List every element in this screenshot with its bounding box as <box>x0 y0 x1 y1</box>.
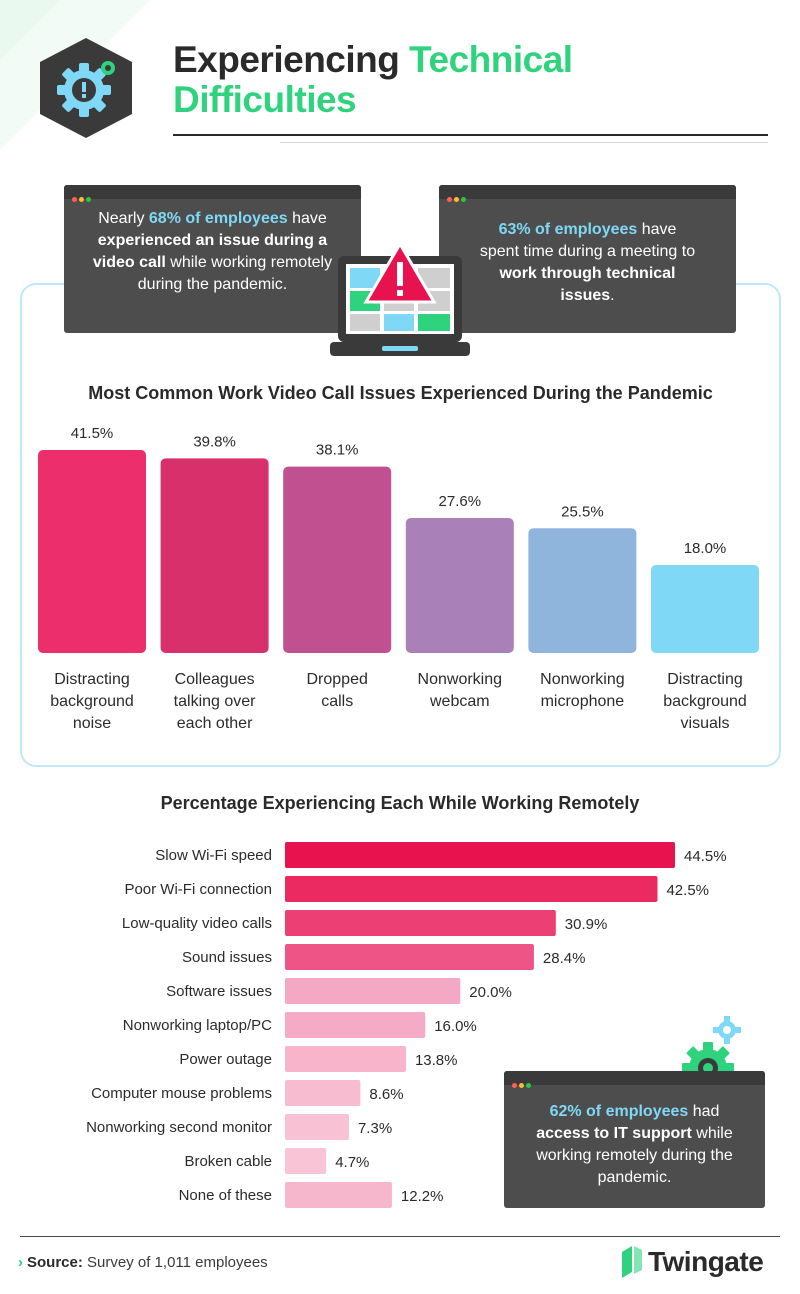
source-label: Source: <box>27 1254 83 1271</box>
chart-panel <box>20 283 781 767</box>
category-label: Nonworking webcam <box>418 671 502 710</box>
window-titlebar <box>439 185 736 202</box>
category-label: Distracting background noise <box>50 671 134 732</box>
footer-divider <box>20 1236 780 1237</box>
bar-value-label: 38.1% <box>316 442 359 459</box>
hbar-3 <box>285 944 534 970</box>
callout-text: 62% of employees had access to IT suppor… <box>536 1103 733 1186</box>
hbar-category-label: Slow Wi-Fi speed <box>155 847 272 864</box>
category-label-line: Distracting <box>667 671 743 688</box>
hbar-9 <box>285 1148 327 1174</box>
chart1-title: Most Common Work Video Call Issues Exper… <box>88 383 713 403</box>
callout-technical-issues: 63% of employees have spent time during … <box>439 185 736 333</box>
bar-value-label: 41.5% <box>71 425 114 442</box>
bar-0 <box>38 450 146 653</box>
hbar-value-label: 12.2% <box>401 1188 444 1205</box>
hbar-category-label: Poor Wi-Fi connection <box>124 881 272 898</box>
hbar-value-label: 4.7% <box>335 1154 369 1171</box>
hbar-category-label: Sound issues <box>182 949 272 966</box>
category-label-line: Nonworking <box>418 671 502 688</box>
source-text: Survey of 1,011 employees <box>82 1254 268 1271</box>
hbar-2 <box>285 910 556 936</box>
category-label-line: Distracting <box>54 671 130 688</box>
hbar-category-label: Low-quality video calls <box>122 915 272 932</box>
hbar-category-label: Computer mouse problems <box>91 1085 272 1102</box>
bar-value-label: 25.5% <box>561 503 604 520</box>
window-titlebar <box>64 185 361 202</box>
hbar-5 <box>285 1012 426 1038</box>
hbar-8 <box>285 1114 349 1140</box>
hbar-4 <box>285 978 461 1004</box>
hbar-category-label: Power outage <box>179 1051 272 1068</box>
category-label-line: calls <box>321 693 353 710</box>
bar-4 <box>528 528 637 653</box>
chevron-right-icon: › <box>18 1254 23 1271</box>
category-label-line: Dropped <box>307 671 368 688</box>
hbar-value-label: 13.8% <box>415 1052 458 1069</box>
category-label-line: microphone <box>541 693 625 710</box>
bar-5 <box>651 564 759 653</box>
page-title: Experiencing Technical Difficulties <box>173 40 773 120</box>
hbar-category-label: Nonworking laptop/PC <box>123 1017 272 1034</box>
category-label-line: Nonworking <box>540 671 624 688</box>
title-part-1: Experiencing <box>173 39 400 80</box>
callout-video-call-issue: Nearly 68% of employees have experienced… <box>64 185 361 333</box>
category-label-line: noise <box>73 715 111 732</box>
hbar-value-label: 28.4% <box>543 950 586 967</box>
bar-value-label: 39.8% <box>193 433 236 450</box>
bar-1 <box>160 458 269 653</box>
category-label: Nonworking microphone <box>540 671 624 710</box>
title-divider-light <box>280 142 768 143</box>
hbar-category-label: Software issues <box>166 983 272 1000</box>
source-note: › Source: Survey of 1,011 employees <box>18 1254 268 1271</box>
category-label-line: background <box>663 693 747 710</box>
hbar-value-label: 42.5% <box>666 882 709 899</box>
title-part-3: Difficulties <box>173 79 357 120</box>
twingate-logo-icon <box>622 1246 642 1278</box>
hbar-category-label: None of these <box>179 1187 272 1204</box>
hbar-10 <box>285 1182 392 1208</box>
bar-value-label: 18.0% <box>684 540 727 557</box>
bar-value-label: 27.6% <box>439 493 482 510</box>
category-label: Distracting background visuals <box>663 671 747 732</box>
hbar-category-label: Nonworking second monitor <box>86 1119 272 1136</box>
category-label-line: visuals <box>681 715 730 732</box>
hbar-6 <box>285 1046 406 1072</box>
hbar-1 <box>285 876 658 902</box>
category-label-line: Colleagues <box>175 671 255 688</box>
title-divider <box>173 134 768 136</box>
hbar-category-label: Broken cable <box>184 1153 272 1170</box>
callout-text: 63% of employees have spent time during … <box>479 221 696 304</box>
laptop-warning-icon <box>330 241 470 356</box>
category-label-line: background <box>50 693 134 710</box>
hbar-value-label: 20.0% <box>469 984 512 1001</box>
hbar-value-label: 7.3% <box>358 1120 392 1137</box>
hbar-0 <box>285 842 675 868</box>
category-label-line: webcam <box>429 693 490 710</box>
hbar-value-label: 44.5% <box>684 848 727 865</box>
callout-it-support: 62% of employees had access to IT suppor… <box>504 1071 765 1208</box>
hbar-value-label: 16.0% <box>434 1018 477 1035</box>
gear-warning-shield-icon <box>40 38 132 138</box>
hbar-7 <box>285 1080 361 1106</box>
hbar-value-label: 8.6% <box>369 1086 403 1103</box>
chart2-title: Percentage Experiencing Each While Worki… <box>160 793 640 813</box>
hbar-value-label: 30.9% <box>565 916 608 933</box>
bar-2 <box>283 466 392 653</box>
category-label-line: talking over <box>174 693 256 710</box>
brand-name: Twingate <box>648 1246 764 1277</box>
category-label: Dropped calls <box>307 671 368 710</box>
category-label-line: each other <box>177 715 253 732</box>
category-label: Colleagues talking over each other <box>174 671 256 732</box>
callout-text: Nearly 68% of employees have experienced… <box>92 210 333 293</box>
window-titlebar <box>504 1071 765 1088</box>
remote-work-issues-chart: Slow Wi-Fi speed 44.5% Poor Wi-Fi connecti… <box>86 842 727 1208</box>
title-part-2: Technical <box>409 39 573 80</box>
bar-3 <box>405 517 514 653</box>
video-call-issues-chart: 41.5% Distracting background noise 39.8% Coll… <box>38 425 759 732</box>
